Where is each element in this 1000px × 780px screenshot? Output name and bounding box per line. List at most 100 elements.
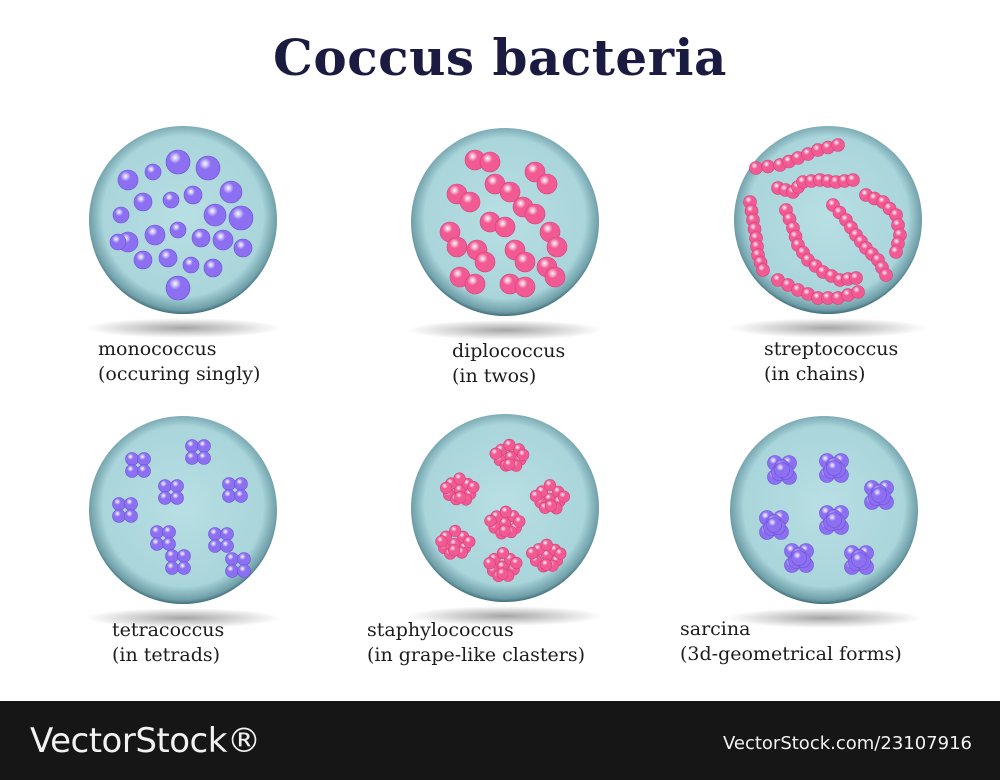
label-staphylococcus: staphylococcus (in grape-like clasters) <box>367 618 585 668</box>
dish-tetracoccus <box>83 410 283 635</box>
bacterium-cell <box>526 547 539 560</box>
bacterium-cell <box>514 276 536 298</box>
bacterium-cell <box>197 439 211 453</box>
bacterium-cell <box>219 180 243 204</box>
bacteria-group <box>743 138 907 305</box>
bacterium-cell <box>197 451 211 465</box>
label-monococcus-name: monococcus <box>98 338 217 360</box>
bacterium-cell <box>185 439 199 453</box>
dish-shadow <box>730 318 926 338</box>
bacterium-cell <box>503 438 516 452</box>
bacterium-cell <box>529 489 542 503</box>
dish-shadow <box>407 606 603 626</box>
brand-logo[interactable]: VectorStock® <box>30 721 261 761</box>
dish-diplococcus <box>405 122 605 347</box>
bacterium-cell <box>831 138 845 152</box>
label-monococcus-desc: (occuring singly) <box>98 363 261 385</box>
bacterium-cell <box>144 163 162 181</box>
bacterium-cell <box>165 561 179 575</box>
bacterium-cell <box>479 151 501 173</box>
bacteria-group <box>109 149 254 301</box>
bacterium-cell <box>454 491 467 504</box>
bacterium-cell <box>464 273 486 295</box>
bacterium-cell <box>125 452 139 466</box>
bacterium-cell <box>203 203 227 227</box>
dish-staphylococcus <box>405 408 605 633</box>
image-id: VectorStock.com/23107916 <box>722 733 972 754</box>
bacterium-cell <box>489 447 502 460</box>
bacterium-cell <box>826 512 842 528</box>
bacterium-cell <box>499 505 512 518</box>
bacterium-cell <box>117 169 139 191</box>
bacterium-cell <box>467 481 480 494</box>
dish-sarcina <box>724 410 924 635</box>
bacterium-cell <box>517 448 530 461</box>
bacterium-cell <box>150 537 164 551</box>
bacterium-cell <box>499 181 521 203</box>
bacterium-cell <box>165 275 191 301</box>
bacterium-cell <box>225 564 239 578</box>
bacterium-cell <box>851 552 867 568</box>
bacterium-cell <box>191 228 211 248</box>
bacterium-cell <box>446 236 468 258</box>
dish-streptococcus <box>728 120 928 345</box>
dish-shadow <box>407 320 603 340</box>
bacterium-cell <box>871 487 887 503</box>
bacterium-cell <box>234 477 248 491</box>
bacterium-cell <box>220 539 234 553</box>
bacterium-cell <box>510 556 523 570</box>
bacterium-cell <box>761 159 775 174</box>
bacterium-cell <box>158 479 172 493</box>
bacterium-cell <box>165 149 191 175</box>
bacteria-group <box>759 453 894 575</box>
page-title: Coccus bacteria <box>273 28 727 87</box>
bacterium-cell <box>137 464 151 478</box>
bacterium-cell <box>879 268 893 282</box>
bacterium-cell <box>546 236 568 258</box>
bacterium-cell <box>162 537 176 551</box>
dish-monococcus <box>83 120 283 345</box>
bacterium-cell <box>496 567 509 580</box>
bacterium-cell <box>474 251 496 273</box>
bacterium-cell <box>544 499 558 512</box>
bacteria-group <box>435 438 570 583</box>
label-staphylococcus-desc: (in grape-like clasters) <box>367 644 586 666</box>
bacterium-cell <box>463 535 476 548</box>
label-tetracoccus-desc: (in tetrads) <box>112 644 221 666</box>
bacterium-cell <box>162 525 176 539</box>
bacterium-cell <box>124 509 138 523</box>
bacterium-cell <box>112 206 130 224</box>
bacterium-cell <box>182 256 200 274</box>
bacterium-cell <box>791 550 807 566</box>
bacterium-cell <box>125 464 139 478</box>
bacterium-cell <box>208 527 222 541</box>
bacterium-cell <box>846 173 860 187</box>
bacterium-cell <box>889 245 903 259</box>
dish-shadow <box>726 608 922 628</box>
bacterium-cell <box>183 185 203 205</box>
bacterium-cell <box>233 238 253 258</box>
bacterium-cell <box>484 514 497 527</box>
bacterium-cell <box>222 477 236 491</box>
bacterium-cell <box>169 221 187 239</box>
bacterium-cell <box>483 557 496 570</box>
bacterium-cell <box>544 266 566 288</box>
bacterium-cell <box>112 497 126 511</box>
bacterium-cell <box>212 229 234 251</box>
label-sarcina: sarcina (3d-geometrical forms) <box>680 617 902 667</box>
bacterium-cell <box>162 191 180 209</box>
bacterium-cell <box>158 491 172 505</box>
bacteria-group <box>112 439 251 578</box>
bacterium-cell <box>447 544 461 557</box>
footer-bar: VectorStock® VectorStock.com/23107916 <box>0 701 1000 780</box>
bacterium-cell <box>749 161 763 175</box>
label-monococcus: monococcus (occuring singly) <box>98 337 260 387</box>
bacterium-cell <box>849 271 863 285</box>
bacterium-cell <box>203 258 223 278</box>
label-tetracoccus-name: tetracoccus <box>112 619 225 641</box>
petri-dish <box>734 126 922 314</box>
label-streptococcus: streptococcus (in chains) <box>764 337 898 387</box>
bacterium-cell <box>540 538 553 551</box>
label-sarcina-desc: (3d-geometrical forms) <box>680 643 902 665</box>
bacterium-cell <box>536 173 558 195</box>
